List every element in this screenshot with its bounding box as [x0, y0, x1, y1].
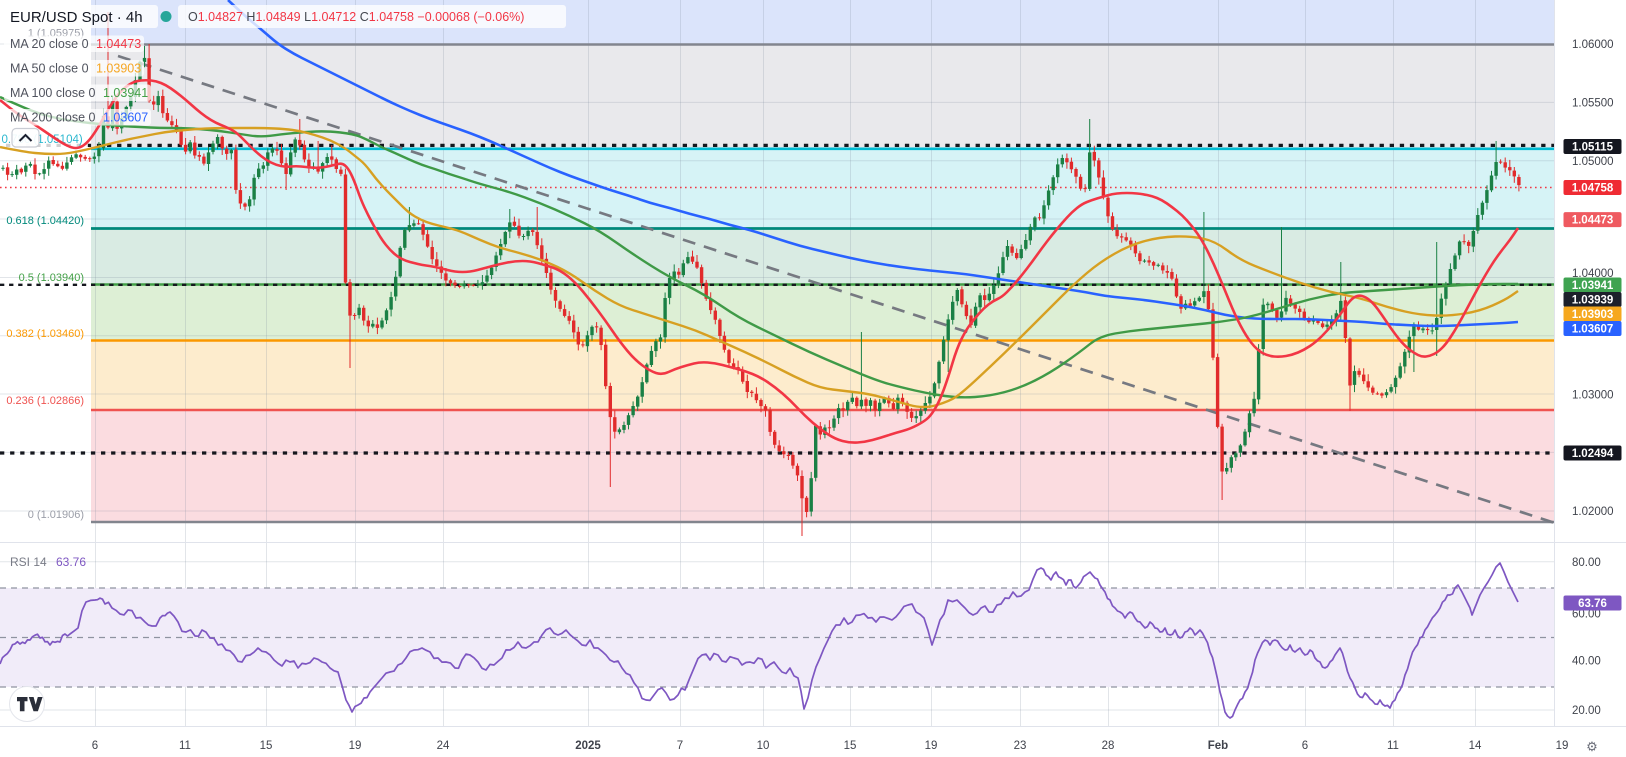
svg-text:60.00: 60.00: [1572, 609, 1601, 621]
svg-text:20.00: 20.00: [1572, 705, 1601, 717]
svg-text:MA 20 close 0: MA 20 close 0: [10, 37, 89, 51]
svg-text:0.382 (1.03460): 0.382 (1.03460): [6, 328, 84, 340]
svg-text:1.03000: 1.03000: [1572, 389, 1614, 401]
svg-text:1.02000: 1.02000: [1572, 506, 1614, 518]
svg-text:6: 6: [92, 740, 98, 752]
svg-text:7: 7: [677, 740, 683, 752]
svg-text:15: 15: [844, 740, 857, 752]
svg-text:1.03941: 1.03941: [103, 86, 148, 100]
svg-text:1.04000: 1.04000: [1572, 268, 1614, 280]
svg-text:19: 19: [925, 740, 938, 752]
svg-text:1.03939: 1.03939: [1572, 295, 1614, 307]
svg-text:1.06000: 1.06000: [1572, 39, 1614, 51]
svg-text:1.04473: 1.04473: [1572, 215, 1614, 227]
svg-text:MA 50 close 0: MA 50 close 0: [10, 62, 89, 76]
svg-text:Feb: Feb: [1208, 740, 1228, 752]
svg-text:0.5 (1.03940): 0.5 (1.03940): [19, 272, 84, 284]
svg-text:⚙: ⚙: [1586, 739, 1598, 754]
svg-text:23: 23: [1014, 740, 1027, 752]
svg-text:0.618 (1.04420): 0.618 (1.04420): [6, 215, 84, 227]
svg-text:1.05500: 1.05500: [1572, 97, 1614, 109]
svg-text:63.76: 63.76: [56, 555, 86, 569]
svg-text:11: 11: [179, 740, 191, 752]
svg-text:EUR/USD Spot · 4h: EUR/USD Spot · 4h: [10, 9, 143, 26]
svg-text:1.03607: 1.03607: [103, 111, 148, 125]
svg-text:1.03903: 1.03903: [96, 62, 141, 76]
svg-text:RSI 14: RSI 14: [10, 555, 47, 569]
svg-text:1.04758: 1.04758: [1572, 183, 1614, 195]
svg-text:MA 200 close 0: MA 200 close 0: [10, 111, 96, 125]
svg-text:19: 19: [349, 740, 362, 752]
svg-text:0 (1.01906): 0 (1.01906): [28, 509, 84, 521]
svg-text:40.00: 40.00: [1572, 656, 1601, 668]
svg-text:2025: 2025: [575, 740, 601, 752]
svg-text:1.03607: 1.03607: [1572, 324, 1614, 336]
svg-text:1.05000: 1.05000: [1572, 156, 1614, 168]
svg-text:0.236 (1.02866): 0.236 (1.02866): [6, 395, 84, 407]
svg-text:10: 10: [757, 740, 770, 752]
svg-text:11: 11: [1387, 740, 1399, 752]
svg-text:1.05115: 1.05115: [1572, 142, 1614, 154]
svg-text:1.03941: 1.03941: [1572, 280, 1614, 292]
svg-text:24: 24: [437, 740, 450, 752]
svg-text:6: 6: [1302, 740, 1308, 752]
svg-text:14: 14: [1469, 740, 1482, 752]
svg-text:28: 28: [1102, 740, 1115, 752]
svg-text:O1.04827 H1.04849 L1.04712 C1.: O1.04827 H1.04849 L1.04712 C1.04758 −0.0…: [188, 10, 524, 24]
svg-text:63.76: 63.76: [1578, 598, 1607, 610]
svg-text:1.04473: 1.04473: [96, 37, 141, 51]
svg-text:1.02494: 1.02494: [1572, 448, 1614, 460]
svg-text:MA 100 close 0: MA 100 close 0: [10, 86, 96, 100]
svg-text:1.03903: 1.03903: [1572, 309, 1614, 321]
svg-text:15: 15: [260, 740, 273, 752]
svg-text:19: 19: [1556, 740, 1569, 752]
svg-text:80.00: 80.00: [1572, 557, 1601, 569]
